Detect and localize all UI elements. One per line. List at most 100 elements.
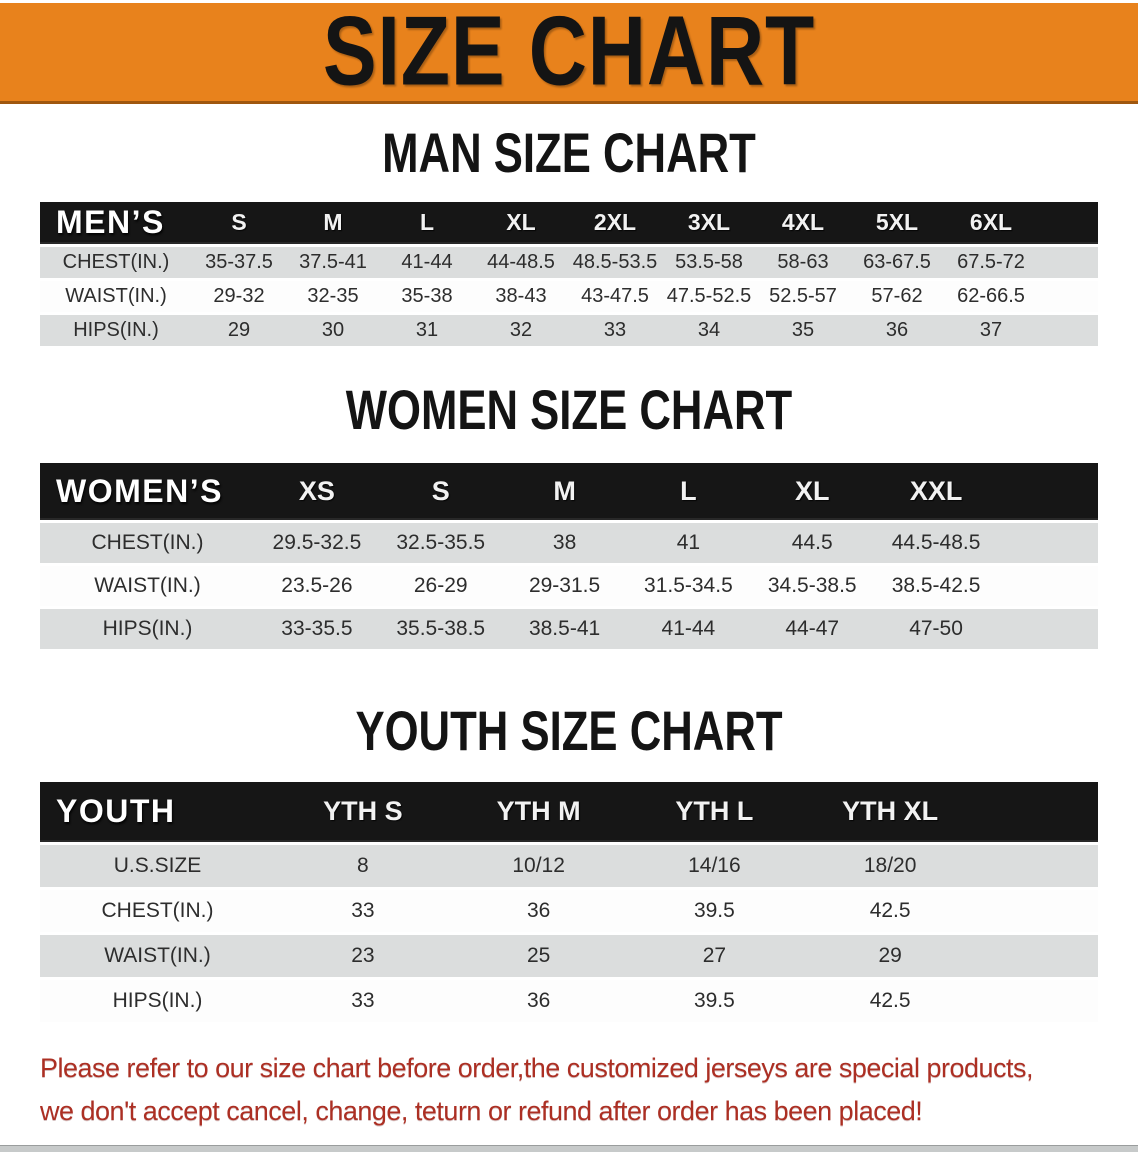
disclaimer-line1: Please refer to our size chart before or… — [40, 1052, 1034, 1083]
man-value-cell: 41-44 — [380, 246, 474, 281]
women-value-cell: 23.5-26 — [255, 565, 379, 609]
man-value-cell: 29 — [192, 314, 286, 349]
youth-value-cell: 42.5 — [802, 889, 978, 935]
youth-value-cell: 10/12 — [450, 844, 627, 890]
man-value-cell: 58-63 — [756, 246, 850, 281]
man-column-header: L — [380, 202, 474, 247]
women-size-table: WOMEN’S XS S M L XL XXL CHEST(IN.) 29.5-32.5 32.… — [40, 462, 1098, 652]
youth-section-heading: YOUTH SIZE CHART — [355, 698, 783, 762]
women-value-cell: 44.5 — [750, 522, 875, 566]
disclaimer: Please refer to our size chart before or… — [40, 1047, 1138, 1133]
man-column-header: 2XL — [568, 202, 662, 247]
man-value-cell: 32 — [474, 314, 568, 349]
man-row-label: WAIST(IN.) — [40, 280, 192, 315]
youth-value-cell: 39.5 — [626, 889, 803, 935]
man-size-table: MEN’S S M L XL 2XL 3XL 4XL 5XL 6XL CHEST(IN.) 35-3… — [40, 201, 1098, 349]
youth-value-cell: 14/16 — [626, 844, 803, 890]
youth-value-cell: 8 — [275, 844, 451, 890]
man-value-cell: 37.5-41 — [286, 246, 380, 281]
man-value-cell: 38-43 — [474, 280, 568, 315]
women-value-cell: 26-29 — [378, 565, 503, 609]
youth-value-cell: 18/20 — [802, 844, 978, 890]
bottom-strip — [0, 1144, 1138, 1152]
man-table-row: HIPS(IN.) 29 30 31 32 33 34 35 36 37 — [40, 314, 1098, 349]
man-row-label: HIPS(IN.) — [40, 314, 192, 349]
youth-value-cell: 23 — [275, 934, 451, 980]
youth-value-cell: 29 — [802, 934, 978, 980]
man-value-cell: 36 — [850, 314, 944, 349]
women-value-cell: 33-35.5 — [255, 608, 379, 652]
women-value-cell: 32.5-35.5 — [378, 522, 503, 566]
women-column-header: XS — [255, 463, 379, 523]
man-value-cell: 62-66.5 — [944, 280, 1038, 315]
man-value-cell: 30 — [286, 314, 380, 349]
youth-row-label: U.S.SIZE — [40, 844, 275, 890]
youth-table-row: WAIST(IN.) 23 25 27 29 — [40, 934, 1098, 980]
man-section-heading: MAN SIZE CHART — [382, 121, 756, 184]
man-value-cell: 34 — [662, 314, 756, 349]
youth-column-header: YTH M — [450, 782, 627, 845]
youth-table-row: HIPS(IN.) 33 36 39.5 42.5 — [40, 979, 1098, 1025]
man-value-cell: 47.5-52.5 — [662, 280, 756, 315]
women-column-header: XXL — [874, 463, 998, 523]
man-column-header: 4XL — [756, 202, 850, 247]
man-row-spacer — [1038, 280, 1098, 315]
women-value-cell: 41-44 — [626, 608, 751, 652]
man-table-label: MEN’S — [40, 202, 192, 247]
women-value-cell: 38.5-41 — [502, 608, 627, 652]
women-row-spacer — [998, 608, 1098, 652]
women-table-label: WOMEN’S — [40, 463, 255, 523]
man-column-header: 5XL — [850, 202, 944, 247]
women-value-cell: 44.5-48.5 — [874, 522, 998, 566]
women-value-cell: 38 — [502, 522, 627, 566]
sections-container: MAN SIZE CHART MEN’S S M L XL 2XL 3XL 4XL 5XL 6XL… — [0, 121, 1138, 1025]
man-value-cell: 35 — [756, 314, 850, 349]
youth-value-cell: 25 — [450, 934, 627, 980]
man-value-cell: 31 — [380, 314, 474, 349]
women-value-cell: 29-31.5 — [502, 565, 627, 609]
women-table-row: WAIST(IN.) 23.5-26 26-29 29-31.5 31.5-34.5 34… — [40, 565, 1098, 609]
women-value-cell: 41 — [626, 522, 751, 566]
women-row-label: HIPS(IN.) — [40, 608, 255, 652]
women-column-header: XL — [750, 463, 875, 523]
youth-row-spacer — [978, 934, 1098, 980]
youth-value-cell: 36 — [450, 889, 627, 935]
man-value-cell: 35-38 — [380, 280, 474, 315]
man-row-spacer — [1038, 314, 1098, 349]
man-value-cell: 33 — [568, 314, 662, 349]
page-title: SIZE CHART — [322, 0, 816, 107]
man-value-cell: 53.5-58 — [662, 246, 756, 281]
women-column-header: S — [378, 463, 503, 523]
youth-table-label: YOUTH — [40, 782, 275, 845]
youth-row-label: CHEST(IN.) — [40, 889, 275, 935]
women-value-cell: 44-47 — [750, 608, 875, 652]
table-header-row: YOUTH YTH S YTH M YTH L YTH XL — [40, 781, 1098, 845]
women-value-cell: 34.5-38.5 — [750, 565, 875, 609]
youth-header-spacer — [978, 782, 1098, 845]
man-value-cell: 35-37.5 — [192, 246, 286, 281]
youth-row-spacer — [978, 979, 1098, 1025]
women-value-cell: 35.5-38.5 — [378, 608, 503, 652]
youth-value-cell: 42.5 — [802, 979, 978, 1025]
women-column-header: L — [626, 463, 751, 523]
youth-value-cell: 36 — [450, 979, 627, 1025]
women-value-cell: 29.5-32.5 — [255, 522, 379, 566]
women-row-spacer — [998, 565, 1098, 609]
man-value-cell: 32-35 — [286, 280, 380, 315]
man-value-cell: 67.5-72 — [944, 246, 1038, 281]
section-youth-size-chart: YOUTH SIZE CHART YOUTH YTH S YTH M YTH L YTH… — [0, 698, 1138, 1025]
youth-size-table: YOUTH YTH S YTH M YTH L YTH XL U.S.SIZE 8 10/1… — [40, 781, 1098, 1025]
women-row-label: WAIST(IN.) — [40, 565, 255, 609]
size-chart-page: SIZE CHART MAN SIZE CHART MEN’S S M L XL 2XL 3… — [0, 3, 1138, 1152]
women-value-cell: 38.5-42.5 — [874, 565, 998, 609]
man-value-cell: 43-47.5 — [568, 280, 662, 315]
man-row-spacer — [1038, 246, 1098, 281]
youth-column-header: YTH L — [626, 782, 803, 845]
man-value-cell: 44-48.5 — [474, 246, 568, 281]
man-header-spacer — [1038, 202, 1098, 247]
man-value-cell: 37 — [944, 314, 1038, 349]
youth-row-label: HIPS(IN.) — [40, 979, 275, 1025]
women-table-row: HIPS(IN.) 33-35.5 35.5-38.5 38.5-41 41-44 44-… — [40, 608, 1098, 652]
man-table-row: WAIST(IN.) 29-32 32-35 35-38 38-43 43-47.5 47.… — [40, 280, 1098, 315]
man-value-cell: 29-32 — [192, 280, 286, 315]
